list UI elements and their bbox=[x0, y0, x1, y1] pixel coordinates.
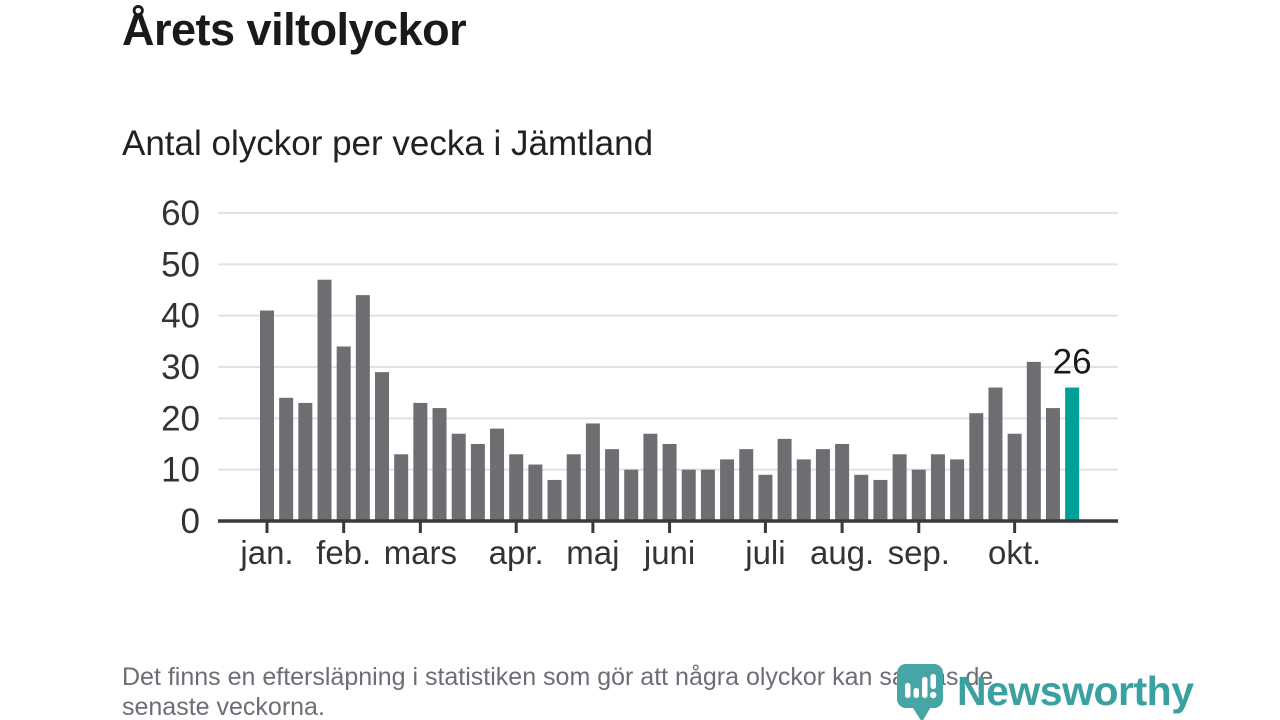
bar-week bbox=[700, 469, 715, 521]
bar-week bbox=[777, 438, 792, 521]
x-axis-month-label: mars bbox=[384, 534, 457, 571]
bar-week bbox=[758, 474, 773, 521]
bar-week bbox=[413, 402, 428, 521]
bar-week bbox=[336, 346, 351, 521]
y-axis-tick-label: 30 bbox=[161, 348, 200, 387]
bar-week bbox=[1007, 433, 1022, 521]
y-axis-tick-label: 10 bbox=[161, 451, 200, 490]
bar-week bbox=[815, 449, 830, 521]
bar-week bbox=[432, 408, 447, 521]
x-axis-month-label: sep. bbox=[888, 534, 950, 571]
x-axis-month-label: aug. bbox=[810, 534, 874, 571]
bar-week bbox=[643, 433, 658, 521]
bar-week bbox=[911, 469, 926, 521]
bar-week bbox=[279, 397, 294, 521]
x-axis-month-label: feb. bbox=[316, 534, 371, 571]
x-axis-month-label: juli bbox=[744, 534, 785, 571]
footnote-line: senaste veckorna. bbox=[122, 693, 325, 720]
bar-week bbox=[585, 423, 600, 521]
bar-week bbox=[796, 459, 811, 521]
bar-week bbox=[624, 469, 639, 521]
y-axis-tick-label: 20 bbox=[161, 399, 200, 438]
bar-week bbox=[528, 464, 543, 521]
bar-week bbox=[969, 413, 984, 521]
bar-week bbox=[1045, 408, 1060, 521]
bar-week bbox=[988, 387, 1003, 521]
bar-week bbox=[451, 433, 466, 521]
footnote-line: Det finns en eftersläpning i statistiken… bbox=[122, 663, 994, 691]
x-axis-month-label: juni bbox=[643, 534, 695, 571]
bar-week bbox=[375, 372, 390, 521]
x-axis-month-label: maj bbox=[566, 534, 619, 571]
bar-week bbox=[930, 454, 945, 521]
bar-week bbox=[605, 449, 620, 521]
x-axis-month-label: apr. bbox=[489, 534, 544, 571]
y-axis-tick-label: 40 bbox=[161, 297, 200, 336]
bar-week bbox=[1026, 361, 1041, 521]
bar-week bbox=[739, 449, 754, 521]
highlight-value-label: 26 bbox=[1053, 343, 1092, 382]
bar-week bbox=[394, 454, 409, 521]
newsworthy-speech-bubble-barchart-icon bbox=[897, 664, 943, 720]
bar-week bbox=[566, 454, 581, 521]
bar-week bbox=[470, 444, 485, 521]
bar-week bbox=[950, 459, 965, 521]
bar-week bbox=[490, 428, 505, 521]
bar-week bbox=[355, 295, 370, 521]
bar-week bbox=[509, 454, 524, 521]
logo-bubble bbox=[897, 664, 943, 720]
newsworthy-logo: Newsworthy bbox=[896, 663, 1194, 720]
bar-week bbox=[892, 454, 907, 521]
x-axis-month-label: jan. bbox=[239, 534, 293, 571]
bar-week bbox=[873, 479, 888, 521]
logo-minibars bbox=[905, 674, 937, 699]
y-axis-tick-label: 60 bbox=[161, 194, 200, 233]
newsworthy-logo-text: Newsworthy bbox=[957, 668, 1194, 714]
bar-week bbox=[835, 444, 850, 521]
bar-chart: 0 10 20 30 40 50 60 jan. feb. mars apr. maj juni juli… bbox=[161, 194, 1118, 571]
bar-week bbox=[854, 474, 869, 521]
chart-footnote: Det finns en eftersläpning i statistiken… bbox=[122, 662, 1182, 720]
chart-subtitle: Antal olyckor per vecka i Jämtland bbox=[122, 124, 654, 163]
y-axis-tick-label: 50 bbox=[161, 245, 200, 284]
bar-week bbox=[662, 444, 677, 521]
bar-week bbox=[547, 479, 562, 521]
y-axis-tick-label: 0 bbox=[181, 502, 200, 541]
bar-week bbox=[681, 469, 696, 521]
chart-title: Årets viltolyckor bbox=[122, 4, 467, 55]
bar-highlighted-week bbox=[1065, 387, 1080, 521]
bar-week bbox=[260, 310, 274, 521]
bar-week bbox=[298, 402, 313, 521]
x-axis-month-label: okt. bbox=[988, 534, 1041, 571]
bar-week bbox=[720, 459, 735, 521]
bar-week bbox=[317, 279, 332, 521]
